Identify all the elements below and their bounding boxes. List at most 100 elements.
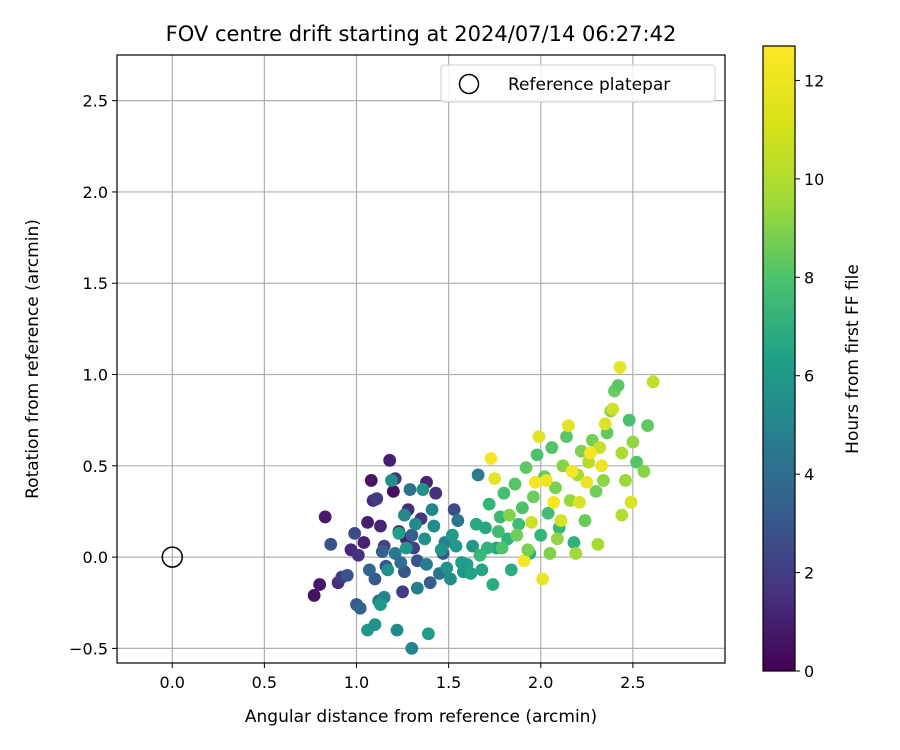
data-point bbox=[447, 503, 461, 517]
data-point bbox=[597, 474, 610, 487]
data-point bbox=[440, 561, 454, 575]
data-point bbox=[519, 461, 533, 475]
data-point bbox=[495, 541, 509, 555]
reference-marker-layer bbox=[161, 546, 184, 568]
data-points bbox=[307, 360, 660, 655]
data-point bbox=[394, 556, 408, 569]
data-point bbox=[475, 563, 489, 577]
data-point bbox=[482, 497, 496, 511]
reference-platepar-marker bbox=[161, 546, 184, 568]
x-tick-label: 0.0 bbox=[160, 673, 185, 692]
data-point bbox=[567, 536, 581, 549]
data-point bbox=[444, 572, 457, 586]
chart-title: FOV centre drift starting at 2024/07/14 … bbox=[166, 22, 677, 46]
data-point bbox=[405, 528, 419, 542]
data-point bbox=[396, 585, 409, 599]
data-point bbox=[550, 532, 564, 546]
data-point bbox=[403, 483, 417, 496]
data-point bbox=[353, 601, 367, 615]
y-axis-label: Rotation from reference (arcmin) bbox=[23, 219, 43, 499]
data-point bbox=[598, 417, 612, 431]
data-point bbox=[541, 506, 555, 520]
data-point bbox=[637, 464, 651, 478]
legend-reference-marker bbox=[458, 73, 480, 95]
data-point bbox=[385, 474, 398, 487]
x-axis-label: Angular distance from reference (arcmin) bbox=[245, 707, 597, 727]
data-point bbox=[416, 483, 430, 496]
data-point bbox=[484, 452, 498, 465]
colorbar-ticks: 0 2 4 6 8 10 12 bbox=[795, 71, 824, 681]
colorbar-tick-label: 10 bbox=[804, 170, 824, 189]
data-point bbox=[466, 539, 479, 553]
data-point bbox=[589, 484, 603, 498]
data-point bbox=[488, 472, 502, 485]
data-point bbox=[545, 441, 559, 454]
data-point bbox=[374, 598, 387, 611]
data-point bbox=[386, 484, 400, 498]
data-point bbox=[543, 547, 557, 560]
data-point bbox=[525, 516, 538, 529]
data-point bbox=[418, 532, 432, 546]
data-point bbox=[613, 360, 627, 374]
data-point bbox=[622, 413, 636, 427]
data-point bbox=[565, 464, 579, 478]
data-point bbox=[420, 558, 433, 571]
x-tick-label: 1.5 bbox=[436, 673, 461, 692]
legend-entry-reference: Reference platepar bbox=[508, 75, 670, 95]
grid bbox=[117, 55, 725, 663]
data-point bbox=[611, 379, 625, 392]
data-point bbox=[626, 435, 640, 449]
data-point bbox=[421, 627, 435, 641]
data-point bbox=[348, 526, 362, 540]
data-point bbox=[491, 525, 505, 538]
data-point bbox=[549, 481, 562, 495]
data-point bbox=[641, 419, 655, 433]
colorbar-tick-label: 8 bbox=[804, 268, 814, 287]
colorbar bbox=[762, 45, 796, 672]
data-point bbox=[399, 541, 413, 555]
data-point bbox=[515, 501, 529, 515]
x-tick-label: 1.0 bbox=[344, 673, 369, 692]
data-point bbox=[409, 517, 422, 531]
y-tick-label: 2.5 bbox=[83, 92, 108, 111]
data-point bbox=[471, 468, 485, 482]
data-point bbox=[449, 539, 463, 553]
data-point bbox=[405, 641, 419, 655]
data-point bbox=[512, 517, 526, 531]
data-point bbox=[595, 459, 608, 473]
y-tick-label: 0.0 bbox=[83, 548, 108, 567]
data-point bbox=[503, 508, 516, 522]
data-point bbox=[445, 528, 459, 542]
data-point bbox=[318, 510, 332, 524]
data-point bbox=[532, 430, 546, 443]
data-point bbox=[580, 475, 594, 489]
plot-frame bbox=[116, 54, 726, 664]
y-axis-ticks: −0.5 0.0 0.5 1.0 1.5 2.0 2.5 bbox=[69, 92, 117, 658]
data-point bbox=[351, 548, 365, 562]
data-point bbox=[615, 446, 629, 460]
data-point bbox=[528, 475, 542, 489]
data-point bbox=[464, 567, 478, 580]
data-point bbox=[560, 430, 573, 443]
data-point bbox=[368, 618, 382, 632]
data-point bbox=[434, 543, 448, 557]
data-point bbox=[530, 448, 544, 462]
data-point bbox=[569, 547, 583, 560]
colorbar-tick-label: 4 bbox=[804, 465, 814, 484]
data-point bbox=[313, 578, 327, 591]
data-point bbox=[556, 459, 570, 473]
data-point bbox=[591, 537, 605, 551]
data-point bbox=[578, 514, 592, 527]
data-point bbox=[547, 495, 561, 509]
data-point bbox=[593, 441, 607, 454]
data-point bbox=[573, 495, 586, 509]
data-point bbox=[364, 474, 378, 487]
data-point bbox=[340, 568, 354, 582]
data-point bbox=[539, 474, 553, 487]
data-point bbox=[398, 508, 411, 522]
data-point bbox=[357, 536, 371, 549]
data-point bbox=[473, 548, 487, 562]
data-point bbox=[427, 519, 441, 533]
data-point bbox=[508, 477, 522, 491]
